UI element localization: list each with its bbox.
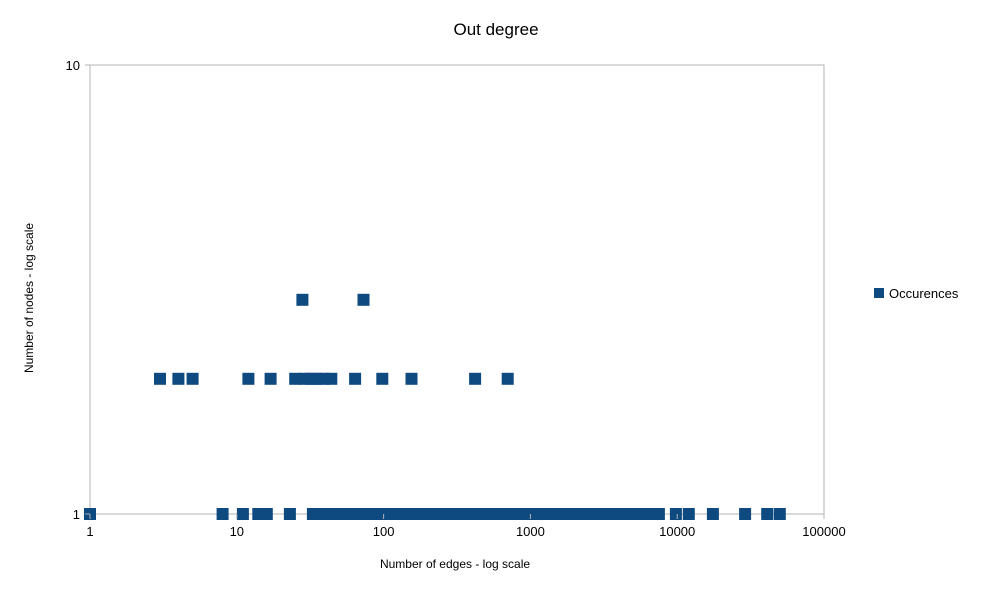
data-point <box>236 508 249 520</box>
x-tick-label: 100 <box>373 524 395 539</box>
x-tick-label: 1 <box>86 524 93 539</box>
x-tick-label: 10 <box>230 524 244 539</box>
x-tick-labels: 1 10 100 1000 10000 100000 <box>86 514 846 539</box>
data-point <box>739 508 752 520</box>
data-point <box>773 508 786 520</box>
data-point <box>469 372 482 385</box>
data-point <box>357 293 370 306</box>
plot-area <box>89 64 825 515</box>
data-point <box>283 508 296 520</box>
data-point <box>216 508 229 520</box>
y-tick-label: 1 <box>73 507 80 522</box>
data-point <box>296 293 309 306</box>
data-point <box>325 372 338 385</box>
legend-label: Occurences <box>889 286 959 301</box>
data-markers <box>84 293 786 520</box>
data-point <box>669 508 682 520</box>
data-point <box>260 508 273 520</box>
chart-title: Out degree <box>453 20 538 39</box>
y-axis-label: Number of nodes - log scale <box>22 223 36 373</box>
legend: Occurences <box>874 286 959 301</box>
data-point <box>349 372 362 385</box>
data-point <box>264 372 277 385</box>
data-point <box>252 508 265 520</box>
data-point <box>761 508 774 520</box>
data-point <box>289 372 302 385</box>
data-point <box>154 372 166 385</box>
data-point <box>242 372 255 385</box>
data-point <box>172 372 185 385</box>
x-tick-label: 10000 <box>659 524 695 539</box>
y-tick-labels: 1 10 <box>66 58 90 522</box>
data-point <box>652 508 665 520</box>
data-point <box>376 372 389 385</box>
data-point <box>706 508 719 520</box>
data-point <box>405 372 418 385</box>
x-tick-label: 100000 <box>802 524 845 539</box>
data-point <box>501 372 514 385</box>
legend-swatch <box>874 288 884 298</box>
data-point <box>682 508 695 520</box>
x-tick-label: 1000 <box>516 524 545 539</box>
y-tick-label: 10 <box>66 58 80 73</box>
x-axis-label: Number of edges - log scale <box>380 557 530 571</box>
data-point <box>506 508 519 520</box>
data-point <box>186 372 199 385</box>
